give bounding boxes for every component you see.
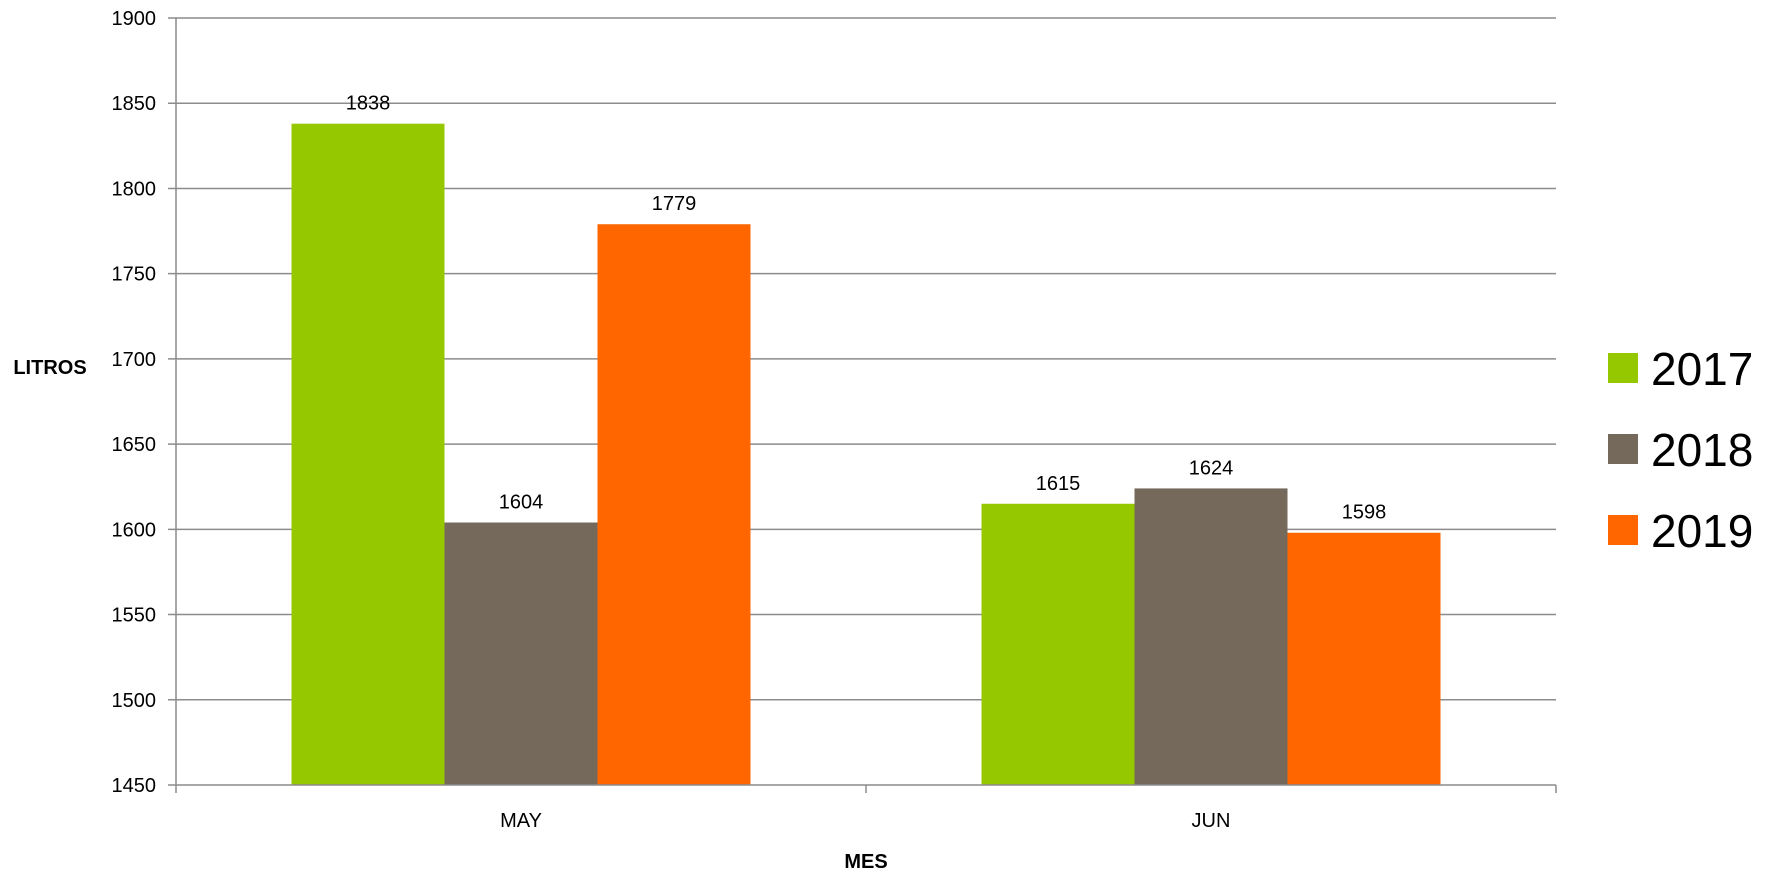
legend-label-2019: 2019 — [1651, 505, 1753, 557]
y-tick-label: 1600 — [112, 519, 157, 541]
y-tick-label: 1650 — [112, 434, 157, 456]
legend-swatch-2017 — [1608, 353, 1638, 383]
bar-2018-JUN — [1134, 488, 1288, 785]
data-labels: 1838 1604 1779 1615 1624 1598 — [346, 93, 1387, 524]
bar-2018-MAY — [444, 522, 598, 785]
y-tick-label: 1900 — [112, 8, 157, 30]
bar-2019-JUN — [1287, 532, 1441, 785]
legend-label-2018: 2018 — [1651, 424, 1753, 476]
legend-label-2017: 2017 — [1651, 343, 1753, 395]
y-axis-title: LITROS — [13, 357, 86, 379]
data-label: 1598 — [1342, 502, 1387, 524]
data-label: 1615 — [1036, 473, 1081, 495]
x-tick-label: JUN — [1192, 810, 1231, 832]
y-axis-ticks: 1450 1500 1550 1600 1650 1700 1750 1800 1850 1900 — [112, 8, 157, 797]
y-tick-label: 1550 — [112, 605, 157, 627]
x-tick-label: MAY — [500, 810, 542, 832]
y-tick-label: 1450 — [112, 775, 157, 797]
bars — [291, 123, 1441, 786]
legend: 2017 2018 2019 — [1608, 343, 1753, 557]
bar-2017-JUN — [981, 503, 1135, 785]
bar-2019-MAY — [597, 224, 751, 785]
x-axis-ticks: MAY JUN — [500, 810, 1230, 832]
y-tick-label: 1500 — [112, 690, 157, 712]
legend-swatch-2019 — [1608, 515, 1638, 545]
bar-2017-MAY — [291, 123, 445, 786]
y-tick-label: 1850 — [112, 93, 157, 115]
axes — [168, 18, 1557, 793]
legend-swatch-2018 — [1608, 434, 1638, 464]
data-label: 1838 — [346, 93, 391, 115]
data-label: 1604 — [499, 492, 544, 514]
data-label: 1624 — [1189, 457, 1234, 479]
y-tick-label: 1700 — [112, 349, 157, 371]
data-label: 1779 — [652, 193, 697, 215]
y-tick-label: 1800 — [112, 178, 157, 200]
x-axis-title: MES — [844, 851, 887, 872]
y-tick-label: 1750 — [112, 264, 157, 286]
